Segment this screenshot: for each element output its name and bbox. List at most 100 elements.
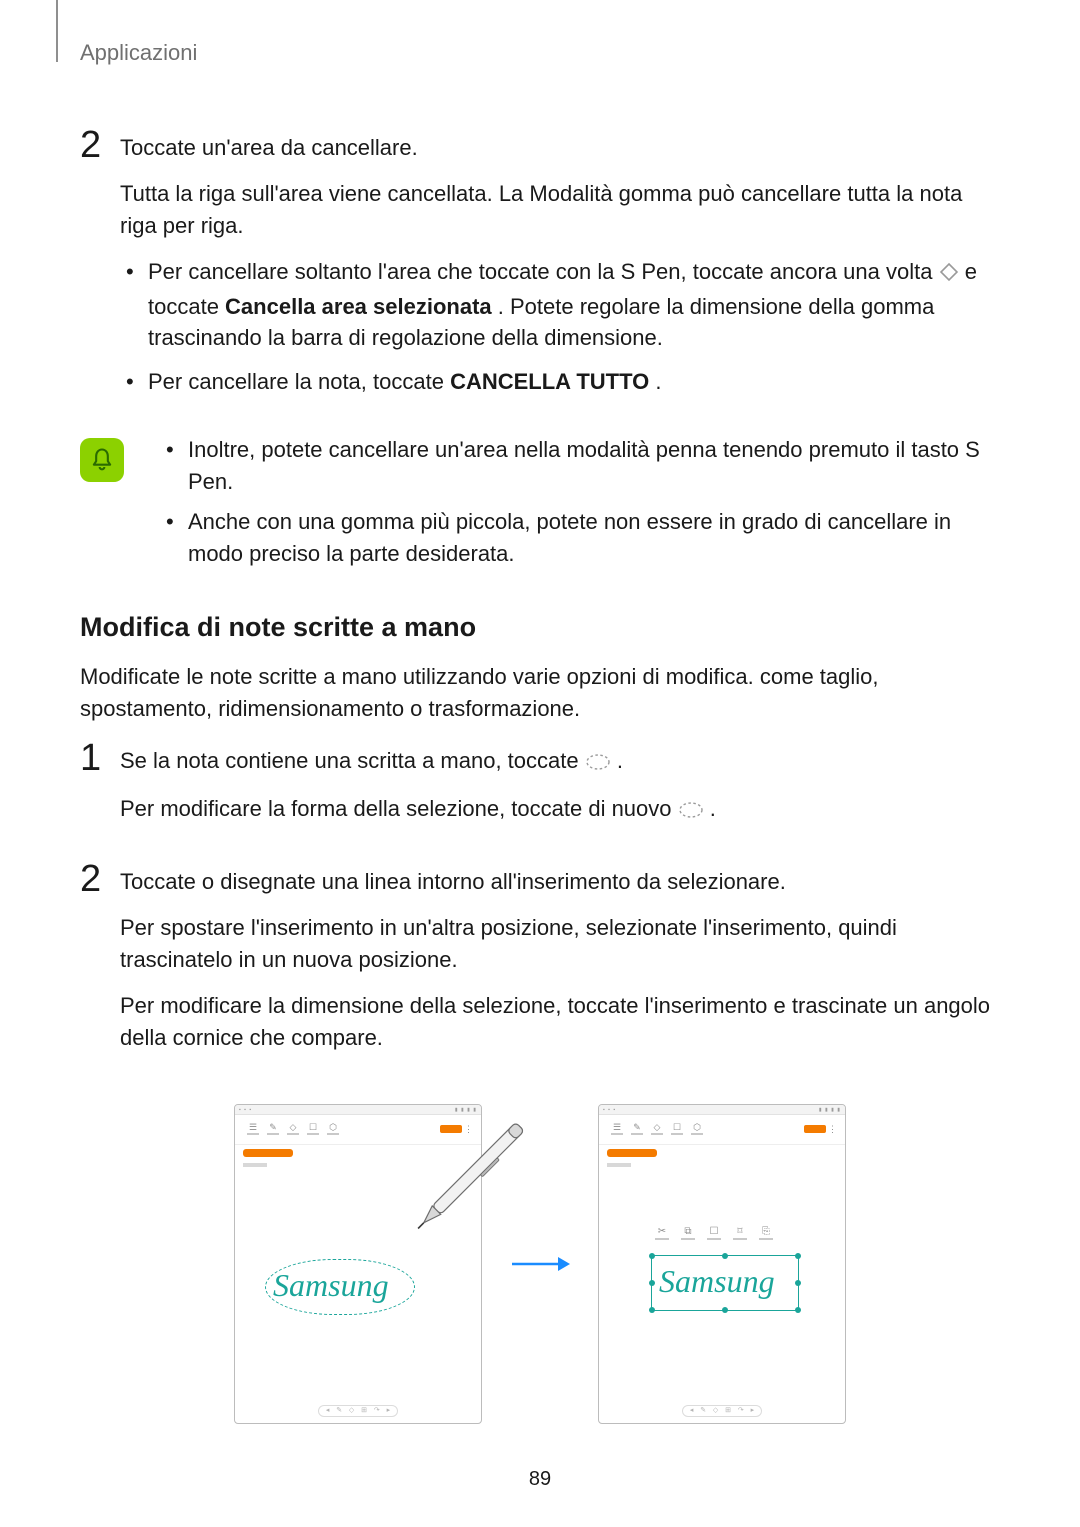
nav-icon: ⊞ (361, 1407, 367, 1414)
lasso-icon (678, 796, 704, 828)
nav-icon: ↷ (374, 1407, 380, 1414)
text-bold: Cancella area selezionata (225, 294, 492, 319)
arrow-right-icon (510, 1253, 570, 1275)
tool-label (247, 1133, 259, 1135)
step-para: Per modificare la dimensione della selez… (120, 990, 1000, 1054)
toolbar-item: ☰ (243, 1123, 263, 1135)
toolbar-item: ☐ (303, 1123, 323, 1135)
toolbar-item: ⬡ (323, 1123, 343, 1135)
menu-dots-icon: ⋮ (464, 1124, 473, 1135)
text-bold: CANCELLA TUTTO (450, 369, 649, 394)
context-item: ⎘ (759, 1227, 773, 1240)
nav-icon: ⊞ (725, 1407, 731, 1414)
category-chip (243, 1149, 293, 1157)
step-body: Toccate o disegnate una linea intorno al… (120, 866, 1000, 1067)
tool-icon: ✎ (269, 1123, 277, 1132)
step-lead: Toccate o disegnate una linea intorno al… (120, 866, 1000, 898)
tool-label (691, 1133, 703, 1135)
tool-label (287, 1133, 299, 1135)
status-right-icons: ▮ ▮ ▮ ▮ (455, 1107, 477, 1113)
handwriting-sample: Samsung (659, 1263, 775, 1300)
delete-icon: ☐ (710, 1227, 719, 1237)
nav-icon: ✎ (700, 1407, 706, 1414)
context-item: ⌑ (733, 1227, 747, 1240)
note-canvas: ✂ ⧉ ☐ ⌑ ⎘ (599, 1167, 845, 1401)
tool-label (651, 1133, 663, 1135)
category-chip (607, 1149, 657, 1157)
section-heading: Modifica di note scritte a mano (80, 612, 1000, 643)
tool-label (631, 1133, 643, 1135)
resize-handle-icon (795, 1280, 801, 1286)
page-label-bar (599, 1145, 845, 1157)
nav-icon: ▸ (751, 1407, 755, 1414)
page-number: 89 (0, 1468, 1080, 1491)
nav-pill: ◂ ✎ ◇ ⊞ ↷ ▸ (318, 1405, 398, 1417)
note-canvas: Samsung (235, 1167, 481, 1401)
section-intro: Modificate le note scritte a mano utiliz… (80, 661, 1000, 725)
step-para: Per spostare l'inserimento in un'altra p… (120, 912, 1000, 976)
resize-handle-icon (795, 1307, 801, 1313)
nav-icon: ↷ (738, 1407, 744, 1414)
save-pill (440, 1125, 462, 1133)
tool-label (307, 1133, 319, 1135)
ctx-label (681, 1238, 695, 1240)
tip-item: Inoltre, potete cancellare un'area nella… (160, 434, 1000, 498)
tool-icon: ☰ (249, 1123, 257, 1132)
step-number: 2 (80, 860, 116, 898)
tip-list: Inoltre, potete cancellare un'area nella… (160, 434, 1000, 578)
copy-icon: ⧉ (684, 1227, 691, 1237)
step-number: 2 (80, 126, 116, 164)
tool-icon: ✎ (633, 1123, 641, 1132)
tool-icon: ⬡ (693, 1123, 701, 1132)
toolbar-item: ⬡ (687, 1123, 707, 1135)
tool-icon: ☐ (309, 1123, 317, 1132)
note-toolbar: ☰ ✎ ◇ ☐ ⬡ ⋮ (599, 1115, 845, 1145)
nav-icon: ◂ (326, 1407, 330, 1414)
resize-handle-icon (649, 1307, 655, 1313)
resize-handle-icon (649, 1253, 655, 1259)
text: . (710, 796, 716, 821)
step-line: Se la nota contiene una scritta a mano, … (120, 745, 1000, 780)
tip-item: Anche con una gomma più piccola, potete … (160, 506, 1000, 570)
nav-icon: ✎ (336, 1407, 342, 1414)
manual-page: Applicazioni 2 Toccate un'area da cancel… (0, 0, 1080, 1527)
tool-icon: ⬡ (329, 1123, 337, 1132)
toolbar-item: ☰ (607, 1123, 627, 1135)
nav-icon: ◂ (690, 1407, 694, 1414)
toolbar-item: ☐ (667, 1123, 687, 1135)
header-rule (56, 0, 58, 62)
step-number: 1 (80, 739, 116, 777)
toolbar-item: ✎ (263, 1123, 283, 1135)
ctx-label (733, 1238, 747, 1240)
ctx-label (759, 1238, 773, 1240)
text: . (617, 748, 623, 773)
step-erase-2: 2 Toccate un'area da cancellare. Tutta l… (80, 132, 1000, 410)
tablet-before: ▪ ▪ ▪ ▮ ▮ ▮ ▮ ☰ ✎ ◇ ☐ ⬡ ⋮ (234, 1104, 482, 1424)
resize-handle-icon (795, 1253, 801, 1259)
step-line: Per modificare la forma della selezione,… (120, 793, 1000, 828)
illustration-row: ▪ ▪ ▪ ▮ ▮ ▮ ▮ ☰ ✎ ◇ ☐ ⬡ ⋮ (80, 1104, 1000, 1424)
status-right-icons: ▮ ▮ ▮ ▮ (819, 1107, 841, 1113)
bullet-list: Per cancellare soltanto l'area che tocca… (120, 256, 1000, 399)
page-label-bar (235, 1145, 481, 1157)
menu-dots-icon: ⋮ (828, 1124, 837, 1135)
context-item: ⧉ (681, 1227, 695, 1240)
resize-handle-icon (722, 1307, 728, 1313)
step-body: Se la nota contiene una scritta a mano, … (120, 745, 1000, 843)
tool-label (611, 1133, 623, 1135)
nav-icon: ▸ (387, 1407, 391, 1414)
toolbar-item: ✎ (627, 1123, 647, 1135)
tool-icon: ◇ (654, 1123, 661, 1132)
resize-icon: ⌑ (737, 1227, 742, 1237)
tablet-after: ▪ ▪ ▪ ▮ ▮ ▮ ▮ ☰ ✎ ◇ ☐ ⬡ ⋮ (598, 1104, 846, 1424)
eraser-diamond-icon (939, 259, 959, 291)
step-edit-2: 2 Toccate o disegnate una linea intorno … (80, 866, 1000, 1067)
status-left-icons: ▪ ▪ ▪ (603, 1107, 616, 1113)
tool-icon: ◇ (290, 1123, 297, 1132)
selection-context-toolbar: ✂ ⧉ ☐ ⌑ ⎘ (655, 1227, 773, 1240)
step-para: Tutta la riga sull'area viene cancellata… (120, 178, 1000, 242)
resize-handle-icon (649, 1280, 655, 1286)
toolbar-item: ◇ (283, 1123, 303, 1135)
breadcrumb: Applicazioni (80, 40, 197, 66)
bell-icon (80, 438, 124, 482)
